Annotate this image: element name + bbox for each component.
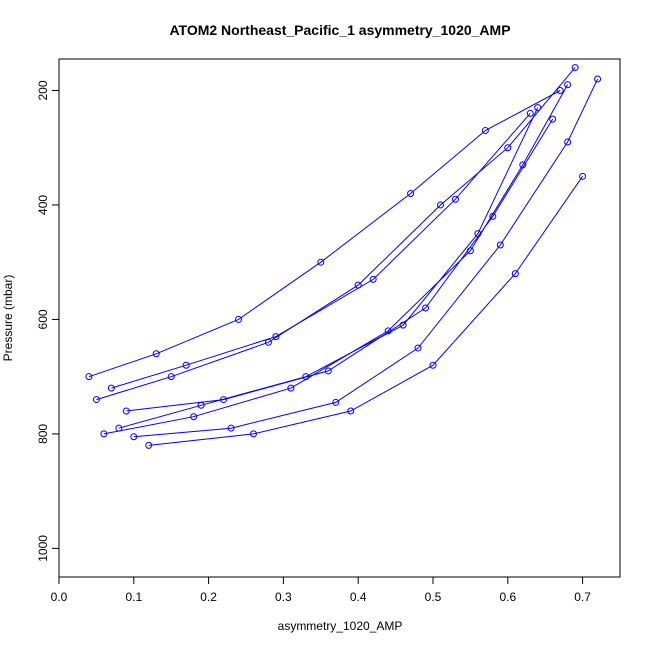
x-tick-label: 0.6 <box>499 590 516 604</box>
data-point <box>496 241 504 249</box>
data-point <box>571 64 579 72</box>
data-point <box>436 201 444 209</box>
data-point <box>182 361 190 369</box>
x-tick-label: 0.7 <box>574 590 591 604</box>
y-tick-label: 800 <box>36 424 50 444</box>
data-point <box>197 401 205 409</box>
x-axis: 0.0 0.1 0.2 0.3 0.4 0.5 0.6 0.7 <box>51 576 591 604</box>
data-point <box>332 398 340 406</box>
data-point <box>130 433 138 441</box>
x-tick-label: 0.4 <box>350 590 367 604</box>
series-line <box>126 118 554 412</box>
data-point <box>152 350 160 358</box>
y-axis-label: Pressure (mbar) <box>1 275 15 362</box>
data-point <box>564 138 572 146</box>
data-point <box>549 115 557 123</box>
plot-area <box>85 64 602 449</box>
data-point <box>347 407 355 415</box>
y-tick-label: 600 <box>36 309 50 329</box>
data-point <box>92 396 100 404</box>
data-point <box>317 258 325 266</box>
data-point <box>399 321 407 329</box>
series-line <box>88 90 561 378</box>
x-tick-label: 0.0 <box>51 590 68 604</box>
x-tick-label: 0.5 <box>425 590 442 604</box>
x-tick-label: 0.2 <box>200 590 217 604</box>
plot-frame <box>58 58 621 578</box>
y-axis: 200 400 600 800 1000 <box>36 80 60 562</box>
series-line <box>133 78 599 438</box>
x-axis-label: asymmetry_1020_AMP <box>278 619 403 633</box>
data-point <box>302 373 310 381</box>
data-point <box>235 315 243 323</box>
data-point <box>474 230 482 238</box>
data-point <box>227 424 235 432</box>
data-point <box>556 86 564 94</box>
data-point <box>481 127 489 135</box>
data-point <box>579 172 587 180</box>
data-point <box>272 333 280 341</box>
data-point <box>489 212 497 220</box>
data-point <box>534 104 542 112</box>
data-point <box>594 75 602 83</box>
data-point <box>145 441 153 449</box>
data-point <box>504 144 512 152</box>
data-point <box>414 344 422 352</box>
data-point <box>100 430 108 438</box>
data-point <box>422 304 430 312</box>
data-point <box>249 430 257 438</box>
data-point <box>107 384 115 392</box>
data-point <box>407 190 415 198</box>
y-tick-label: 200 <box>36 80 50 100</box>
data-point <box>526 109 534 117</box>
data-point <box>167 373 175 381</box>
data-point <box>115 424 123 432</box>
data-point <box>564 81 572 89</box>
x-tick-label: 0.3 <box>275 590 292 604</box>
y-tick-label: 1000 <box>36 535 50 562</box>
data-point <box>190 413 198 421</box>
series-line <box>103 84 569 435</box>
data-point <box>429 361 437 369</box>
data-point <box>287 384 295 392</box>
data-point <box>369 275 377 283</box>
x-tick-label: 0.1 <box>125 590 142 604</box>
data-point <box>122 407 130 415</box>
series-line <box>118 107 539 429</box>
data-point <box>451 195 459 203</box>
data-point <box>324 367 332 375</box>
data-point <box>85 373 93 381</box>
data-point <box>384 327 392 335</box>
data-point <box>511 270 519 278</box>
chart-title: ATOM2 Northeast_Pacific_1 asymmetry_1020… <box>169 22 510 38</box>
y-tick-label: 400 <box>36 195 50 215</box>
series-line <box>148 176 584 446</box>
series-line <box>96 67 576 401</box>
series-line <box>111 113 531 389</box>
